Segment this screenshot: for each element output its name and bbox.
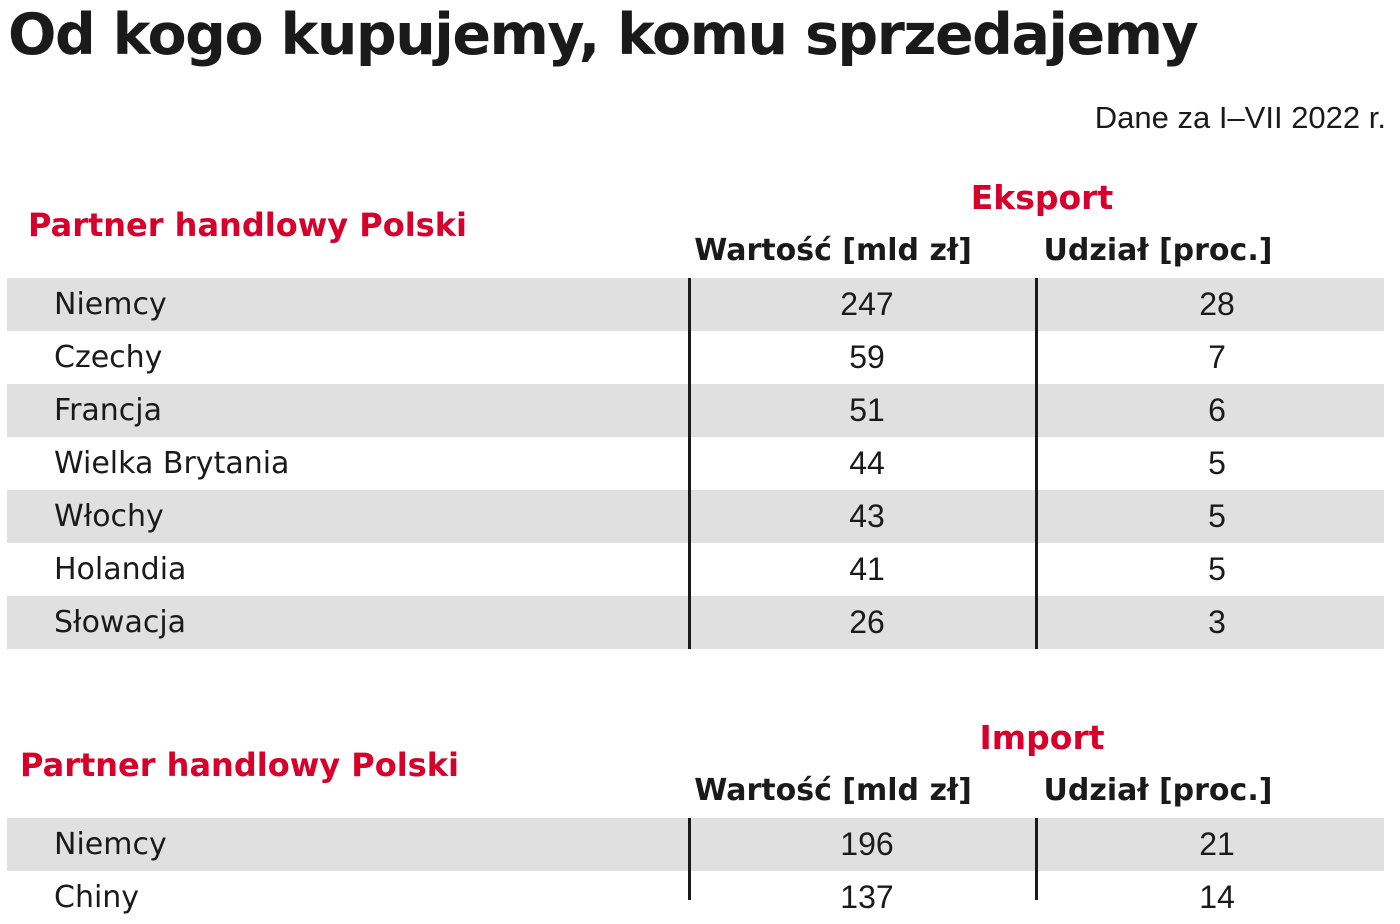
- value-cell: 59: [849, 339, 885, 375]
- value-cell: 51: [849, 392, 885, 428]
- table-row: Chiny 137 14: [7, 871, 1384, 924]
- table-row: Wielka Brytania 44 5: [7, 437, 1384, 490]
- share-cell: 5: [1208, 551, 1226, 587]
- table-body: Niemcy 196 21 Chiny 137 14: [7, 818, 1384, 924]
- partner-column-header: Partner handlowy Polski: [20, 746, 459, 784]
- share-column-header: Udział [proc.]: [1043, 773, 1273, 808]
- country-cell: Niemcy: [54, 827, 167, 862]
- value-cell: 44: [849, 445, 885, 481]
- period-note: Dane za I–VII 2022 r.: [1094, 100, 1386, 135]
- share-cell: 14: [1199, 879, 1235, 915]
- table-row: Niemcy 196 21: [7, 818, 1384, 871]
- table-row: Włochy 43 5: [7, 490, 1384, 543]
- value-cell: 43: [849, 498, 885, 534]
- value-cell: 196: [840, 826, 894, 862]
- share-cell: 6: [1208, 392, 1226, 428]
- country-cell: Niemcy: [54, 287, 167, 322]
- country-cell: Słowacja: [54, 605, 187, 640]
- share-column-header: Udział [proc.]: [1043, 233, 1273, 268]
- table-row: Francja 51 6: [7, 384, 1384, 437]
- table-row: Niemcy 247 28: [7, 278, 1384, 331]
- value-column-header: Wartość [mld zł]: [694, 233, 972, 268]
- table-row: Słowacja 26 3: [7, 596, 1384, 649]
- table-body: Niemcy 247 28 Czechy 59 7 Francja 51 6 W…: [7, 278, 1384, 649]
- value-cell: 247: [840, 286, 894, 322]
- country-cell: Holandia: [54, 552, 187, 587]
- value-cell: 41: [849, 551, 885, 587]
- export-section-title: Eksport: [970, 178, 1114, 217]
- share-cell: 3: [1208, 604, 1226, 640]
- country-cell: Wielka Brytania: [54, 446, 290, 481]
- share-cell: 5: [1208, 445, 1226, 481]
- page-title: Od kogo kupujemy, komu sprzedajemy: [8, 2, 1199, 68]
- column-divider: [688, 818, 691, 900]
- country-cell: Włochy: [54, 499, 164, 534]
- table-row: Czechy 59 7: [7, 331, 1384, 384]
- table-row: Holandia 41 5: [7, 543, 1384, 596]
- import-section-title: Import: [979, 718, 1105, 757]
- country-cell: Czechy: [54, 340, 163, 375]
- column-divider: [1035, 818, 1038, 900]
- share-cell: 7: [1208, 339, 1226, 375]
- country-cell: Francja: [54, 393, 163, 428]
- column-divider: [1035, 278, 1038, 649]
- share-cell: 5: [1208, 498, 1226, 534]
- value-column-header: Wartość [mld zł]: [694, 773, 972, 808]
- partner-column-header: Partner handlowy Polski: [28, 206, 467, 244]
- value-cell: 137: [840, 879, 894, 915]
- share-cell: 28: [1199, 286, 1235, 322]
- value-cell: 26: [849, 604, 885, 640]
- share-cell: 21: [1199, 826, 1235, 862]
- country-cell: Chiny: [54, 880, 140, 915]
- column-divider: [688, 278, 691, 649]
